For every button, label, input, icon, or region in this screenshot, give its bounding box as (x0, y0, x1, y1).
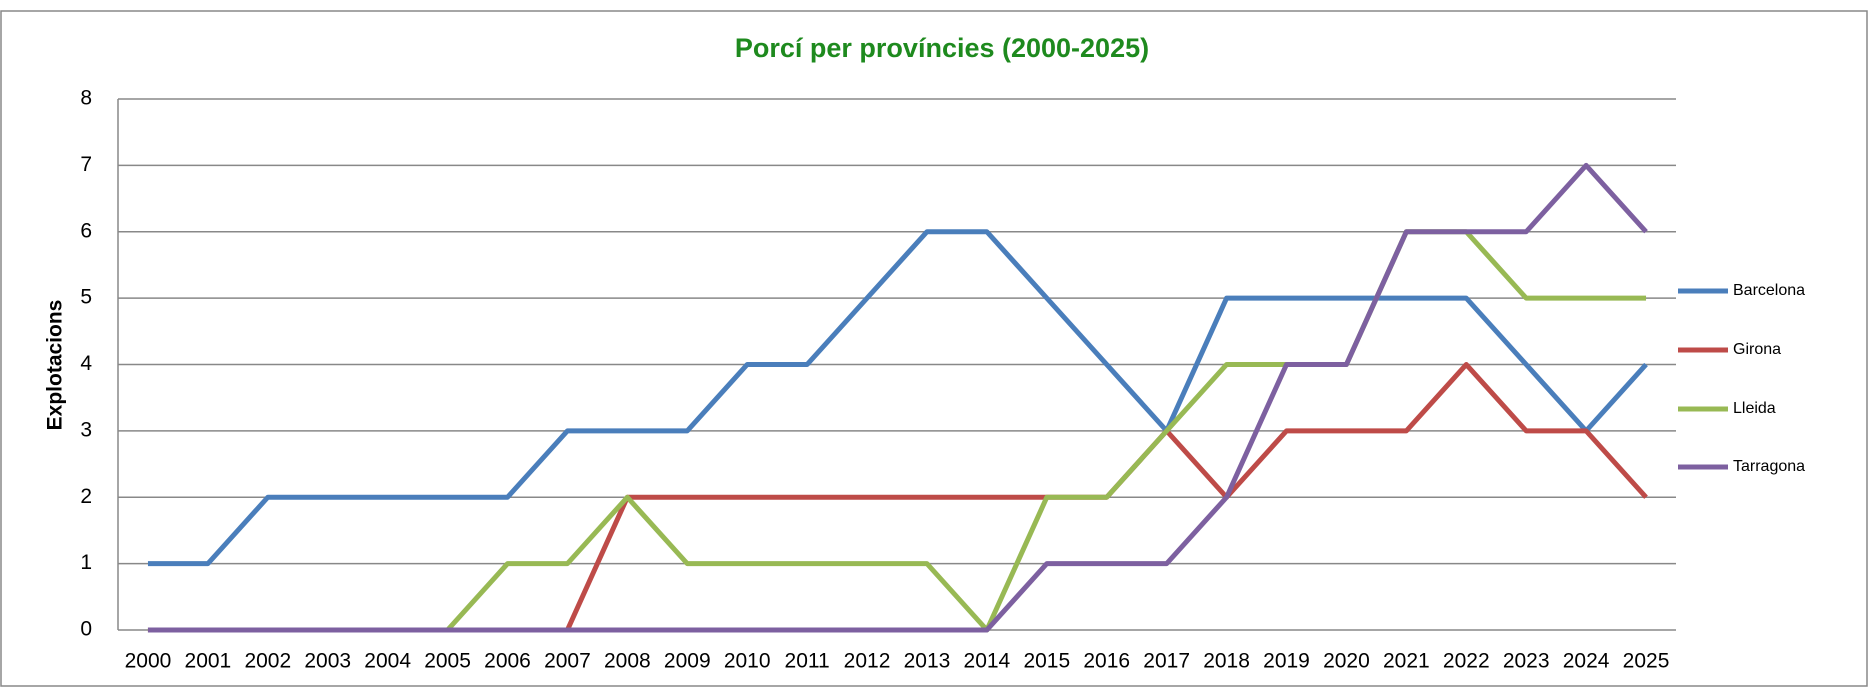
x-tick-label: 2006 (484, 650, 531, 673)
y-tick-label: 3 (80, 418, 92, 441)
y-tick-label: 4 (80, 352, 92, 375)
legend-label: Tarragona (1733, 458, 1805, 475)
chart-title: Porcí per províncies (2000-2025) (735, 33, 1149, 63)
legend-label: Girona (1733, 341, 1781, 358)
series-line (147, 229, 1648, 567)
x-tick-label: 2002 (244, 650, 291, 673)
x-tick-label: 2025 (1623, 650, 1670, 673)
x-tick-label: 2004 (364, 650, 411, 673)
legend-label: Lleida (1733, 400, 1776, 417)
legend-label: Barcelona (1733, 282, 1805, 299)
x-tick-label: 2022 (1443, 650, 1490, 673)
x-tick-label: 2016 (1083, 650, 1130, 673)
chart-border (0, 10, 1868, 687)
series-line (147, 162, 1648, 633)
y-tick-label: 0 (80, 618, 92, 641)
x-tick-label: 2000 (125, 650, 172, 673)
y-tick-label: 5 (80, 286, 92, 309)
x-tick-label: 2009 (664, 650, 711, 673)
x-tick-label: 2024 (1563, 650, 1610, 673)
x-tick-label: 2005 (424, 650, 471, 673)
y-tick-label: 2 (80, 485, 92, 508)
x-tick-label: 2018 (1203, 650, 1250, 673)
x-tick-label: 2020 (1323, 650, 1370, 673)
x-tick-label: 2003 (304, 650, 351, 673)
x-tick-label: 2011 (785, 650, 830, 673)
x-tick-label: 2010 (724, 650, 771, 673)
x-tick-label: 2015 (1023, 650, 1070, 673)
x-tick-label: 2008 (604, 650, 651, 673)
x-tick-label: 2007 (544, 650, 591, 673)
x-tick-label: 2001 (185, 650, 232, 673)
x-tick-label: 2013 (904, 650, 951, 673)
y-tick-label: 1 (80, 551, 92, 574)
x-tick-label: 2012 (844, 650, 891, 673)
x-tick-label: 2014 (964, 650, 1011, 673)
x-tick-label: 2021 (1383, 650, 1430, 673)
x-tick-label: 2023 (1503, 650, 1550, 673)
x-tick-label: 2017 (1143, 650, 1190, 673)
y-axis-label: Explotacions (44, 300, 67, 431)
y-tick-label: 6 (80, 219, 92, 242)
x-tick-label: 2019 (1263, 650, 1310, 673)
y-tick-label: 8 (80, 87, 92, 110)
y-tick-label: 7 (80, 153, 92, 176)
